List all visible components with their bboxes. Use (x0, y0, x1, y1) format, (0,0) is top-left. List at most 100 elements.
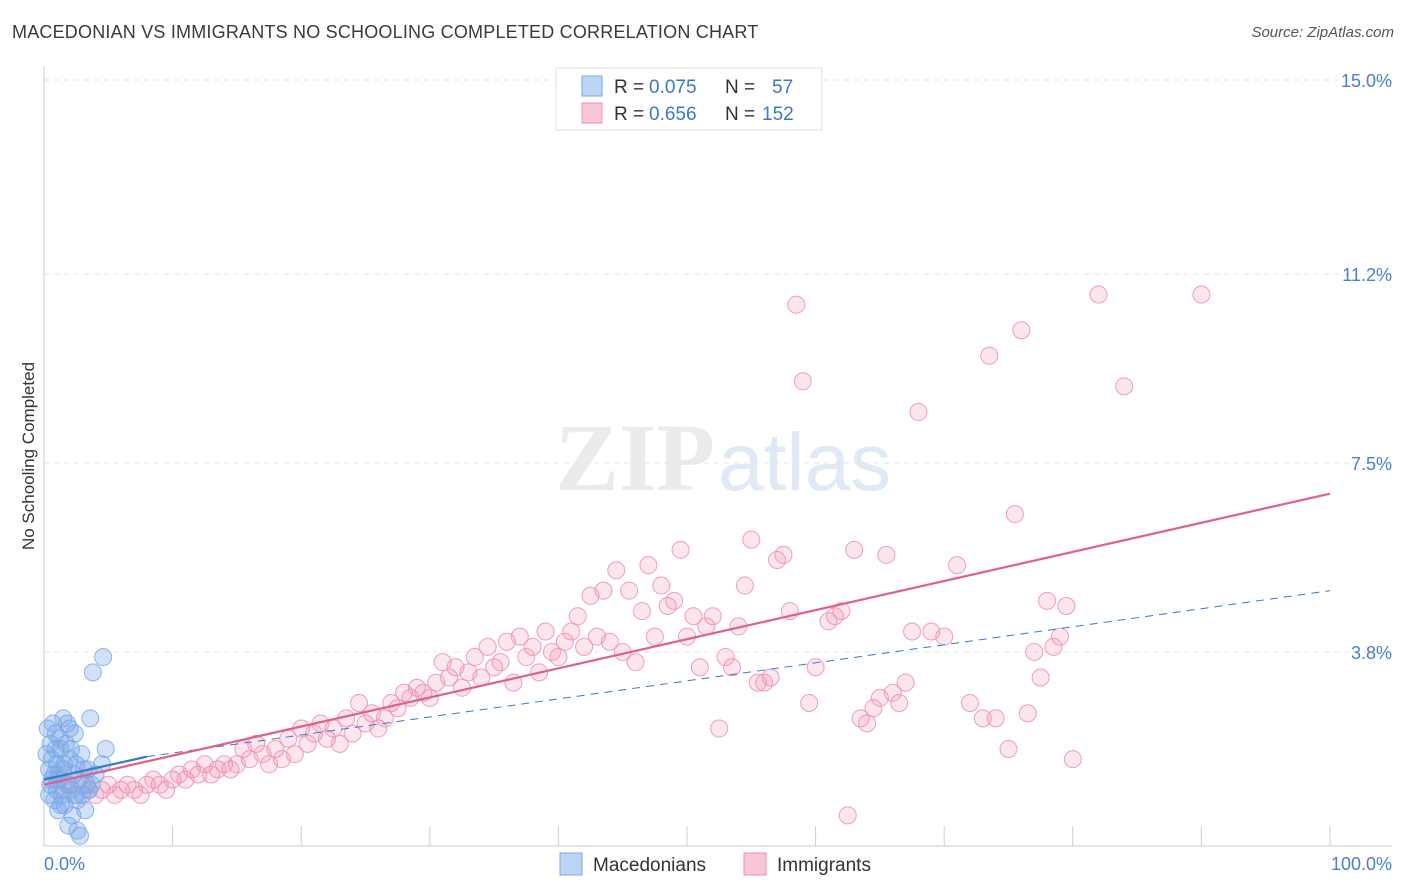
stats-legend-r-macedonians: 0.075 (649, 77, 697, 98)
point-immigrants-67 (478, 637, 497, 656)
point-macedonians-55 (94, 648, 113, 667)
point-macedonians-3 (41, 734, 60, 753)
series-legend-label-immigrants: Immigrants (777, 855, 871, 876)
point-macedonians-30 (68, 791, 87, 810)
gridlines (44, 79, 1392, 653)
point-immigrants-144 (1018, 704, 1037, 723)
point-immigrants-142 (1005, 505, 1024, 524)
point-immigrants-89 (620, 581, 639, 600)
x-tick-label-min: 0.0% (44, 854, 85, 874)
point-immigrants-141 (999, 739, 1018, 758)
point-macedonians-6 (44, 714, 63, 733)
point-immigrants-135 (935, 627, 954, 646)
y-tick-label-0: 3.8% (1351, 643, 1392, 663)
point-immigrants-151 (1063, 750, 1082, 769)
point-immigrants-92 (639, 556, 658, 575)
point-macedonians-32 (71, 826, 90, 845)
point-immigrants-103 (710, 719, 729, 738)
point-immigrants-107 (735, 576, 754, 595)
point-macedonians-46 (65, 785, 84, 804)
stats-legend-n-immigrants: 152 (762, 104, 794, 125)
point-immigrants-37 (285, 745, 304, 764)
point-immigrants-125 (858, 714, 877, 733)
stats-legend-swatch-immigrants (581, 102, 603, 124)
point-immigrants-22 (189, 765, 208, 784)
point-immigrants-123 (845, 540, 864, 559)
chart-title: MACEDONIAN VS IMMIGRANTS NO SCHOOLING CO… (12, 22, 759, 42)
point-immigrants-148 (1044, 637, 1063, 656)
series-legend-swatch-macedonians (559, 852, 583, 876)
point-immigrants-111 (761, 668, 780, 687)
point-immigrants-34 (266, 739, 285, 758)
stats-legend-r-label-macedonians: R = (614, 77, 644, 98)
point-immigrants-121 (832, 602, 851, 621)
point-immigrants-154 (1192, 285, 1211, 304)
series-legend-label-macedonians: Macedonians (593, 855, 706, 876)
series-legend: Macedonians Immigrants (559, 852, 871, 876)
y-tick-label-1: 7.5% (1351, 454, 1392, 474)
point-immigrants-117 (800, 694, 819, 713)
point-immigrants-102 (703, 607, 722, 626)
watermark-zip: ZIP (555, 404, 715, 511)
point-immigrants-108 (742, 530, 761, 549)
point-macedonians-56 (96, 739, 115, 758)
point-macedonians-53 (83, 663, 102, 682)
x-tick-label-max: 100.0% (1331, 854, 1392, 874)
trend-macedonians (43, 755, 148, 781)
stats-legend-n-macedonians: 57 (772, 77, 793, 98)
point-immigrants-85 (594, 581, 613, 600)
point-immigrants-17 (157, 780, 176, 799)
point-immigrants-145 (1025, 642, 1044, 661)
y-tick-label-3: 15.0% (1341, 71, 1392, 91)
point-immigrants-116 (793, 372, 812, 391)
point-immigrants-98 (678, 627, 696, 646)
point-immigrants-118 (806, 658, 825, 677)
point-immigrants-47 (350, 694, 369, 713)
point-immigrants-69 (491, 653, 510, 672)
stats-legend: R = 0.075 N = 57 R = 0.656 N = 152 (555, 67, 823, 131)
point-immigrants-94 (652, 576, 671, 595)
series-legend-swatch-immigrants (743, 852, 767, 876)
point-immigrants-13 (131, 785, 150, 804)
point-immigrants-81 (568, 607, 587, 626)
point-immigrants-65 (465, 648, 484, 667)
point-immigrants-31 (247, 734, 266, 753)
point-macedonians-50 (82, 775, 101, 794)
point-immigrants-78 (549, 648, 568, 667)
point-immigrants-100 (690, 658, 709, 677)
point-macedonians-20 (56, 734, 75, 753)
point-macedonians-45 (62, 739, 81, 758)
point-immigrants-82 (575, 637, 594, 656)
point-immigrants-113 (774, 545, 793, 564)
point-immigrants-44 (330, 734, 349, 753)
point-immigrants-150 (1057, 596, 1076, 615)
axis-ticks: 3.8% 7.5% 11.2% 15.0% 0.0% 100.0% (43, 71, 1392, 874)
point-immigrants-131 (896, 673, 915, 692)
point-immigrants-86 (600, 632, 619, 651)
point-immigrants-93 (645, 627, 664, 646)
point-macedonians-47 (68, 821, 87, 840)
point-immigrants-126 (864, 699, 883, 718)
point-immigrants-132 (903, 622, 922, 641)
point-macedonians-15 (51, 739, 70, 758)
point-macedonians-43 (55, 755, 74, 774)
point-macedonians-28 (65, 724, 84, 743)
point-immigrants-139 (980, 346, 999, 365)
axes (43, 66, 1392, 847)
point-immigrants-76 (536, 622, 555, 641)
point-immigrants-46 (343, 724, 362, 743)
point-immigrants-74 (523, 637, 542, 656)
point-immigrants-105 (723, 658, 742, 677)
point-macedonians-38 (40, 785, 59, 804)
point-immigrants-72 (510, 627, 529, 646)
point-immigrants-80 (562, 622, 581, 641)
point-macedonians-36 (76, 801, 95, 820)
point-immigrants-143 (1012, 321, 1031, 340)
point-immigrants-96 (665, 591, 684, 610)
point-immigrants-128 (877, 545, 896, 564)
watermark: ZIP atlas (555, 404, 891, 511)
point-immigrants-147 (1038, 591, 1057, 610)
point-immigrants-73 (517, 648, 536, 667)
point-immigrants-149 (1050, 627, 1069, 646)
